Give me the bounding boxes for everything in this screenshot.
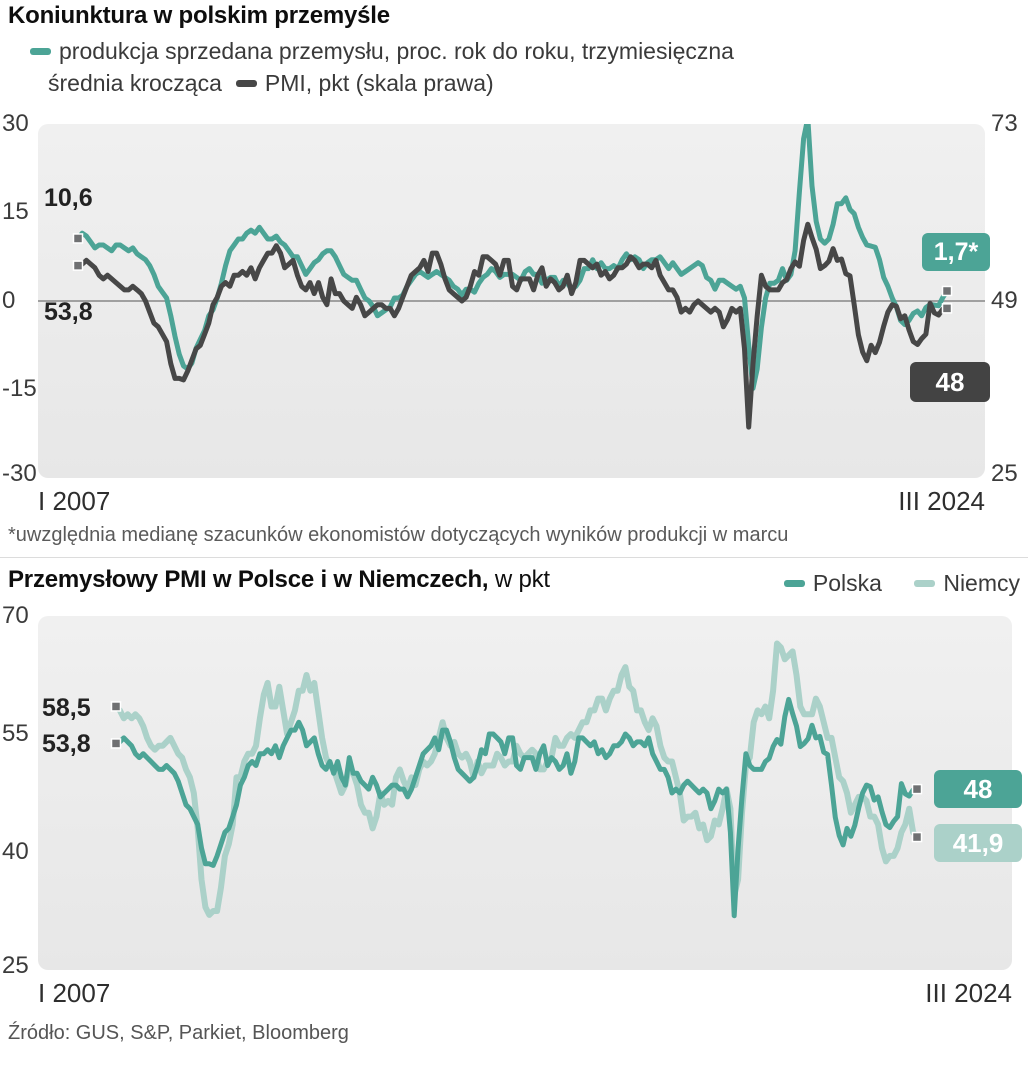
chart1-plot-area (38, 124, 985, 478)
legend-niemcy-text: Niemcy (943, 570, 1020, 596)
chart1-footnote: *uwzględnia medianę szacunków ekonomistó… (8, 524, 789, 546)
chart2-niemcy-end-badge: 41,9 (934, 824, 1022, 862)
chart1-pmi-start-value: 53,8 (44, 298, 93, 326)
chart1-ytick-right-25: 25 (991, 460, 1018, 487)
chart2-title: Przemysłowy PMI w Polsce i w Niemczech, … (8, 566, 550, 594)
chart1-xlabel-end: III 2024 (898, 486, 985, 516)
legend-production-line2: średnia krocząca PMI, pkt (skala prawa) (30, 67, 734, 99)
niemcy-series-swatch-icon (914, 579, 936, 587)
chart1-production-end-badge: 1,7* (922, 233, 990, 271)
pmi-series-swatch-icon (235, 79, 257, 87)
chart2-canvas (110, 640, 923, 919)
chart2-ytick-25: 25 (2, 952, 29, 979)
chart2-title-unit: w pkt (488, 566, 550, 593)
chart2-title-bold: Przemysłowy PMI w Polsce i w Niemczech, (8, 566, 489, 593)
chart2-polska-start-value: 53,8 (42, 730, 91, 758)
chart1-ytick-left-15: 15 (2, 198, 29, 225)
chart1-legend: produkcja sprzedana przemysłu, proc. rok… (30, 35, 734, 99)
chart2-xlabel-start: I 2007 (38, 978, 111, 1008)
legend-pmi-text: PMI, pkt (skala prawa) (264, 70, 494, 96)
production-series-swatch-icon (30, 47, 51, 55)
legend-production-line1: produkcja sprzedana przemysłu, proc. rok… (30, 35, 734, 67)
chart1-ytick-right-73: 73 (991, 110, 1018, 137)
chart2-xlabel-end: III 2024 (925, 978, 1012, 1008)
chart1-ytick-left-30: 30 (2, 110, 29, 137)
chart2-polska-end-badge: 48 (934, 770, 1022, 808)
chart2-ytick-70: 70 (2, 602, 29, 629)
chart2-ytick-40: 40 (2, 838, 29, 865)
section-divider (0, 557, 1028, 558)
legend-niemcy-item: Niemcy (914, 570, 1020, 596)
chart2-plot-area (38, 616, 1012, 970)
chart1-pmi-end-badge: 48 (910, 362, 990, 402)
source-note: Źródło: GUS, S&P, Parkiet, Bloomberg (8, 1022, 349, 1044)
chart1-production-start-value: 10,6 (44, 184, 93, 212)
chart1-title: Koniunktura w polskim przemyśle (8, 2, 390, 29)
legend-production-text-line2: średnia krocząca (48, 70, 222, 96)
polska-series-swatch-icon (783, 579, 805, 587)
chart2-legend: Polska Niemcy (758, 570, 1020, 597)
chart1-ytick-left-0: 0 (2, 287, 16, 314)
chart1-xlabel-start: I 2007 (38, 486, 111, 516)
chart1-ytick-left-minus15: -15 (2, 375, 37, 402)
legend-polska-item: Polska (783, 570, 882, 596)
chart2-niemcy-start-value: 58,5 (42, 694, 91, 722)
legend-polska-text: Polska (812, 570, 882, 596)
chart1-canvas (38, 124, 985, 430)
legend-production-text-line1: produkcja sprzedana przemysłu, proc. rok… (59, 38, 734, 64)
chart2-ytick-55: 55 (2, 720, 29, 747)
chart1-ytick-right-49: 49 (991, 287, 1018, 314)
chart1-ytick-left-minus30: -30 (2, 460, 37, 487)
